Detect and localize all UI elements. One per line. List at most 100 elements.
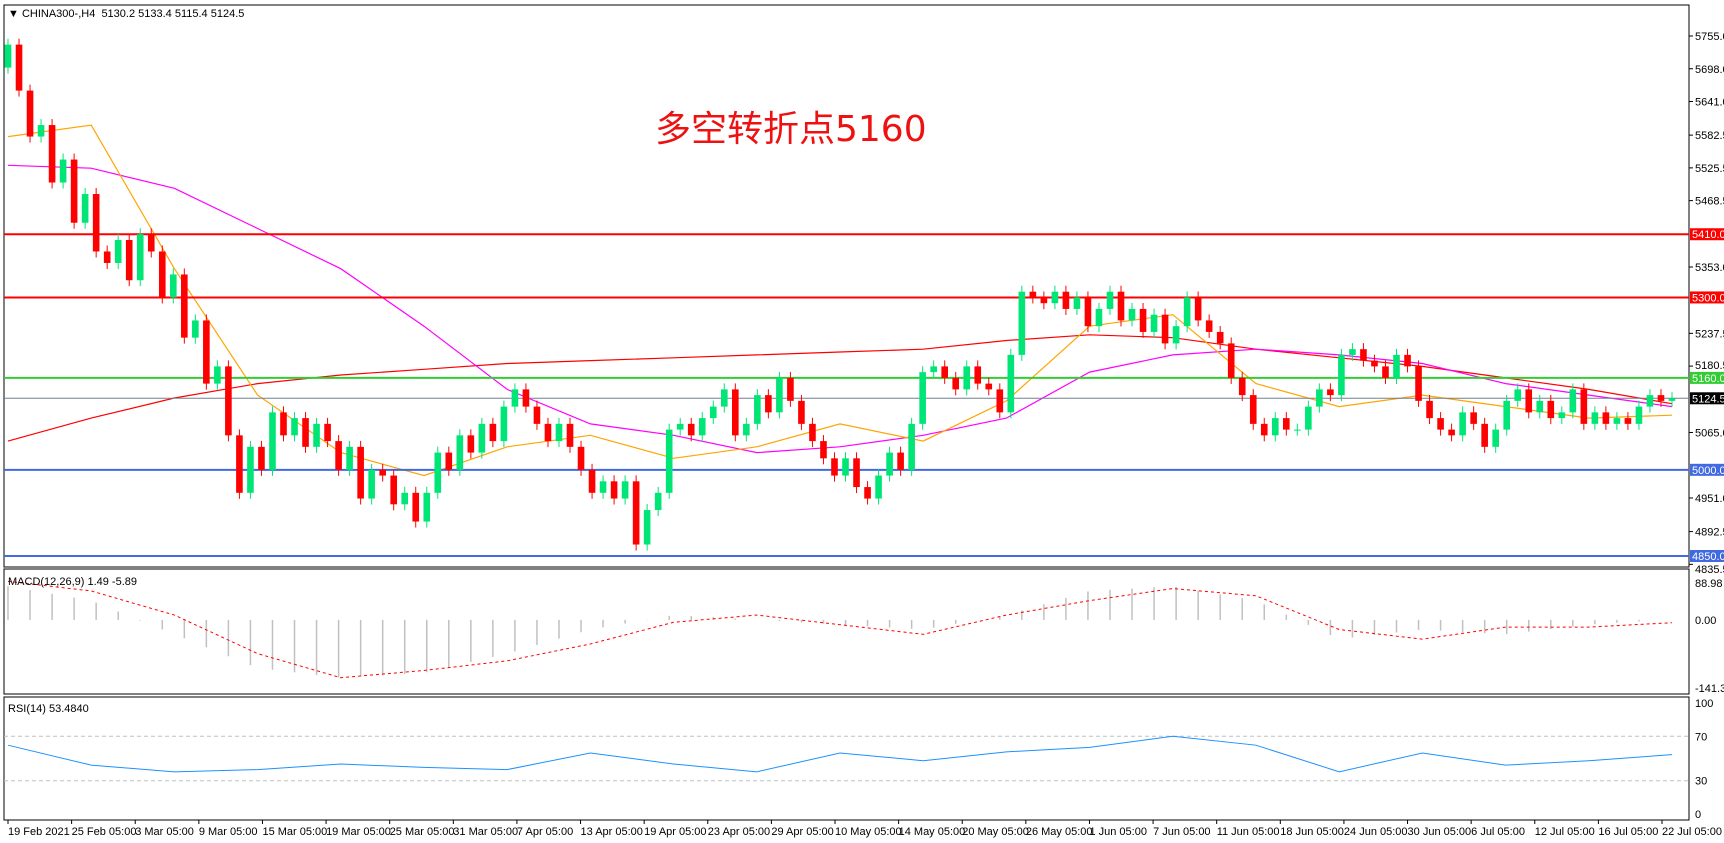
bear-candle: [1117, 291, 1125, 321]
x-tick-label: 7 Apr 05:00: [517, 826, 573, 838]
x-tick-label: 12 Jul 05:00: [1535, 826, 1595, 838]
bull-candle: [478, 423, 486, 453]
bull-candle: [842, 458, 849, 476]
bull-candle: [434, 452, 442, 493]
bear-candle: [225, 366, 232, 436]
x-tick-label: 30 Jun 05:00: [1408, 826, 1472, 838]
ohlc-readout: 5130.2 5133.4 5115.4 5124.5: [101, 8, 245, 20]
bear-candle: [588, 469, 596, 493]
x-tick-label: 3 Mar 05:00: [135, 826, 194, 838]
bear-candle: [1227, 343, 1235, 378]
bull-candle: [1183, 297, 1191, 327]
bear-candle: [952, 377, 960, 390]
price-tag-label: 5160.0: [1692, 373, 1724, 385]
bear-candle: [1327, 389, 1334, 396]
bear-candle: [787, 377, 794, 401]
bear-candle: [522, 389, 530, 407]
bull-candle: [81, 194, 89, 223]
bull-candle: [1459, 412, 1466, 436]
bear-candle: [1437, 418, 1444, 430]
dropdown-triangle-icon[interactable]: ▼: [8, 8, 19, 20]
x-tick-label: 23 Apr 05:00: [708, 826, 770, 838]
bear-candle: [732, 389, 739, 436]
bull-candle: [875, 475, 882, 499]
bear-candle: [1282, 418, 1290, 430]
bear-candle: [258, 446, 265, 470]
price-tag: [1690, 228, 1724, 241]
y-tick-label: 5525.5: [1695, 163, 1724, 175]
bear-candle: [15, 44, 23, 91]
bear-candle: [302, 418, 309, 447]
bull-candle: [37, 125, 45, 137]
bull-candle: [291, 418, 298, 436]
bear-candle: [489, 423, 497, 442]
price-tag-label: 5124.5: [1692, 393, 1724, 405]
bull-candle: [709, 406, 717, 419]
bear-candle: [1415, 366, 1422, 401]
bear-candle: [831, 458, 838, 476]
price-tag-label: 5410.0: [1692, 229, 1724, 241]
bull-candle: [1492, 429, 1499, 447]
x-tick-label: 15 Mar 05:00: [262, 826, 327, 838]
bear-candle: [1194, 297, 1202, 321]
x-tick-label: 14 May 05:00: [899, 826, 966, 838]
main-panel: [3, 4, 1690, 568]
bull-candle: [676, 423, 684, 430]
bull-candle: [169, 274, 177, 298]
bear-candle: [1602, 412, 1610, 424]
bull-candle: [1128, 308, 1136, 321]
bear-candle: [1139, 308, 1147, 332]
bear-candle: [335, 441, 342, 470]
x-tick-label: 31 Mar 05:00: [453, 826, 518, 838]
y-tick-label: 5065.0: [1695, 427, 1724, 439]
bear-candle: [1426, 400, 1433, 419]
bull-candle: [754, 395, 761, 424]
bull-candle: [1503, 400, 1511, 430]
bull-candle: [743, 423, 750, 436]
x-tick-label: 1 Jun 05:00: [1089, 826, 1147, 838]
x-tick-label: 7 Jun 05:00: [1153, 826, 1211, 838]
bear-candle: [70, 159, 78, 223]
bull-candle: [1018, 291, 1026, 355]
price-tag-label: 5000.0: [1692, 465, 1724, 477]
bear-candle: [181, 274, 188, 338]
y-tick-label: 5755.0: [1695, 31, 1724, 43]
macd-signal-line: [7, 580, 1673, 679]
x-tick-label: 25 Mar 05:00: [390, 826, 455, 838]
bear-candle: [1525, 389, 1533, 413]
bear-candle: [1657, 395, 1665, 401]
bull-candle: [346, 446, 353, 470]
y-tick-label: 5582.5: [1695, 130, 1724, 142]
bull-candle: [456, 435, 464, 470]
bull-candle: [1007, 354, 1015, 413]
x-tick-label: 11 Jun 05:00: [1217, 826, 1280, 838]
bear-candle: [158, 251, 166, 298]
bear-candle: [1404, 354, 1411, 367]
bear-candle: [1448, 429, 1455, 436]
chart-annotation: 多空转折点5160: [655, 109, 927, 150]
bear-candle: [864, 487, 871, 499]
bear-candle: [1260, 423, 1268, 436]
price-tag: [1690, 463, 1724, 476]
bear-candle: [103, 251, 111, 263]
y-tick-label: 5353.0: [1695, 262, 1724, 274]
bear-candle: [974, 366, 982, 384]
bear-candle: [809, 423, 816, 442]
ma-mid-line: [7, 164, 1673, 454]
bull-candle: [1095, 308, 1103, 327]
bull-candle: [908, 423, 915, 470]
bull-candle: [423, 492, 431, 522]
bull-candle: [1073, 297, 1081, 309]
rsi-y-label: 100: [1695, 698, 1713, 710]
bear-candle: [1040, 297, 1048, 304]
bear-candle: [1360, 349, 1367, 361]
bear-candle: [1205, 320, 1213, 332]
bull-candle: [1569, 389, 1577, 413]
bull-candle: [214, 366, 221, 384]
bull-candle: [1536, 400, 1544, 413]
x-tick-label: 18 Jun 05:00: [1280, 826, 1344, 838]
x-tick-label: 20 May 05:00: [962, 826, 1029, 838]
y-tick-label: 4892.5: [1695, 527, 1724, 539]
bull-candle: [4, 44, 12, 68]
